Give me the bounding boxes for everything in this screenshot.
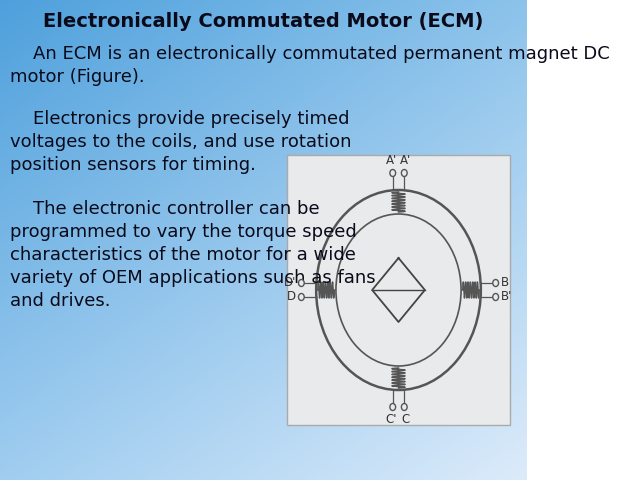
Text: A': A' <box>400 154 412 167</box>
Text: D': D' <box>284 276 296 289</box>
FancyBboxPatch shape <box>287 155 511 425</box>
Circle shape <box>401 404 407 410</box>
Circle shape <box>493 279 499 287</box>
Text: An ECM is an electronically commutated permanent magnet DC
motor (Figure).: An ECM is an electronically commutated p… <box>10 45 610 86</box>
Circle shape <box>298 279 304 287</box>
Circle shape <box>298 293 304 300</box>
Text: The electronic controller can be
programmed to vary the torque speed
characteris: The electronic controller can be program… <box>10 200 376 310</box>
Circle shape <box>401 169 407 177</box>
Text: D: D <box>287 290 296 303</box>
Circle shape <box>390 404 396 410</box>
Text: C': C' <box>385 413 397 426</box>
Text: A': A' <box>385 154 397 167</box>
Circle shape <box>390 169 396 177</box>
Text: B': B' <box>500 290 512 303</box>
Text: B: B <box>500 276 509 289</box>
Text: C: C <box>402 413 410 426</box>
Text: Electronics provide precisely timed
voltages to the coils, and use rotation
posi: Electronics provide precisely timed volt… <box>10 110 351 174</box>
Text: Electronically Commutated Motor (ECM): Electronically Commutated Motor (ECM) <box>44 12 484 31</box>
Circle shape <box>493 293 499 300</box>
